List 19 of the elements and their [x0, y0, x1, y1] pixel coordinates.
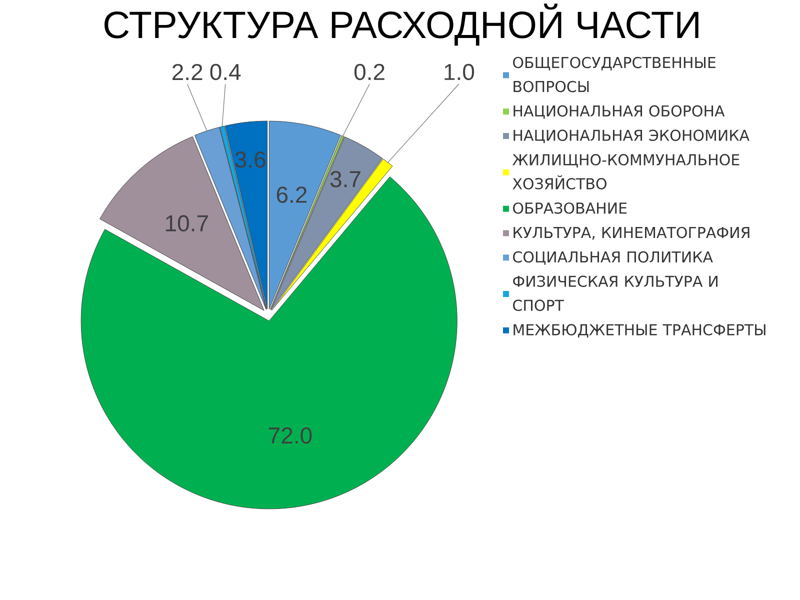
data-label: 3.7 — [330, 171, 360, 188]
chart-title: СТРУКТУРА РАСХОДНОЙ ЧАСТИ — [104, 4, 698, 46]
data-label: 0.4 — [210, 64, 241, 80]
legend-label: СОЦИАЛЬНАЯ ПОЛИТИКА — [513, 251, 713, 265]
legend-label: ЖИЛИЩНО-КОММУНАЛЬНОЕ ХОЗЯЙСТВО — [512, 154, 740, 190]
data-label: 10.7 — [166, 215, 208, 232]
legend-label: КУЛЬТУРА, КИНЕМАТОГРАФИЯ — [514, 226, 750, 240]
data-label: 2.2 — [172, 64, 202, 80]
legend-label: НАЦИОНАЛЬНАЯ ОБОРОНА — [514, 105, 725, 119]
data-label: 0.2 — [354, 64, 384, 80]
data-label: 1.0 — [444, 64, 474, 80]
data-label: 6.2 — [276, 186, 307, 203]
legend-label: МЕЖБЮДЖЕТНЫЕ ТРАНСФЕРТЫ — [514, 324, 766, 338]
data-label: 72.0 — [269, 427, 312, 444]
legend-label: ОБЩЕГОСУДАРСТВЕННЫЕ ВОПРОСЫ — [513, 56, 716, 92]
legend-label: ОБРАЗОВАНИЕ — [513, 202, 627, 214]
data-label: 3.6 — [235, 151, 266, 168]
legend-label: НАЦИОНАЛЬНАЯ ЭКОНОМИКА — [514, 130, 750, 144]
legend-label: ФИЗИЧЕСКАЯ КУЛЬТУРА И СПОРТ — [513, 276, 718, 312]
